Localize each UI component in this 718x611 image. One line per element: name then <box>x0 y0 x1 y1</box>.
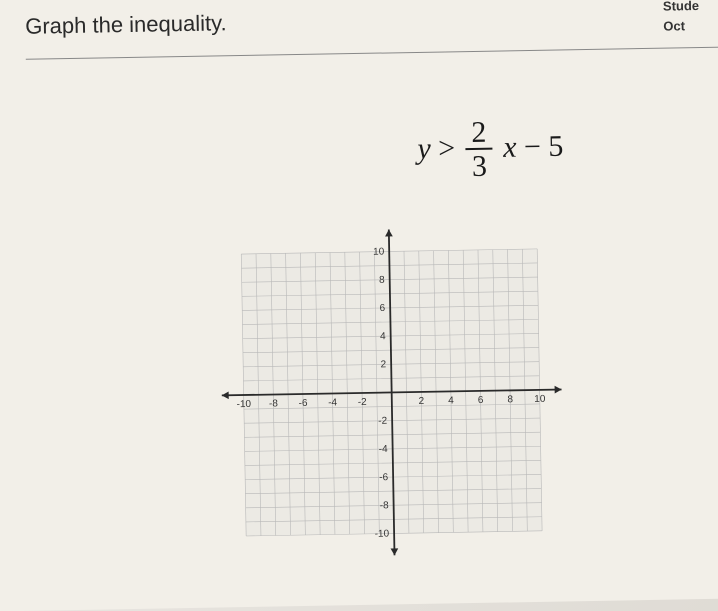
instruction-text: Graph the inequality. <box>25 0 718 40</box>
inequality-fraction: 2 3 <box>465 118 493 183</box>
svg-text:6: 6 <box>380 303 386 314</box>
fraction-denominator: 3 <box>466 150 494 183</box>
header-row: Graph the inequality. Stude Oct <box>25 0 718 60</box>
svg-text:-8: -8 <box>380 500 390 511</box>
fraction-numerator: 2 <box>465 118 493 150</box>
svg-text:-6: -6 <box>379 472 389 483</box>
svg-text:2: 2 <box>419 396 425 407</box>
svg-text:8: 8 <box>379 275 385 286</box>
inequality-y: y <box>417 132 431 165</box>
corner-line-1: Stude <box>663 0 718 16</box>
svg-text:-10: -10 <box>375 529 390 540</box>
svg-text:10: 10 <box>534 394 546 405</box>
svg-text:6: 6 <box>478 395 484 406</box>
svg-text:10: 10 <box>373 247 385 258</box>
inequality-tail: − 5 <box>524 130 564 164</box>
worksheet-page: { "header": { "instruction": "Graph the … <box>0 0 718 611</box>
inequality-op: > <box>438 132 455 165</box>
svg-text:-4: -4 <box>328 397 338 408</box>
svg-text:4: 4 <box>380 331 386 342</box>
inequality-expression: y > 2 3 x − 5 <box>417 116 564 184</box>
graph-svg: -10 -8 -6 -4 -2 2 4 6 8 10 10 8 6 4 2 -2 -4 -6 -8 -10 <box>219 227 565 559</box>
svg-text:-10: -10 <box>237 399 252 410</box>
coordinate-graph: -10 -8 -6 -4 -2 2 4 6 8 10 10 8 6 4 2 -2 -4 -6 -8 -10 <box>219 227 565 559</box>
corner-meta: Stude Oct <box>663 0 718 36</box>
svg-text:-6: -6 <box>298 398 308 409</box>
svg-text:4: 4 <box>448 395 454 406</box>
svg-text:-4: -4 <box>379 444 389 455</box>
svg-text:-2: -2 <box>378 416 388 427</box>
inequality-x: x <box>503 131 517 164</box>
svg-text:-8: -8 <box>269 398 279 409</box>
svg-text:8: 8 <box>507 394 513 405</box>
svg-text:-2: -2 <box>358 397 368 408</box>
corner-line-2: Oct <box>663 15 718 36</box>
svg-text:2: 2 <box>381 359 387 370</box>
